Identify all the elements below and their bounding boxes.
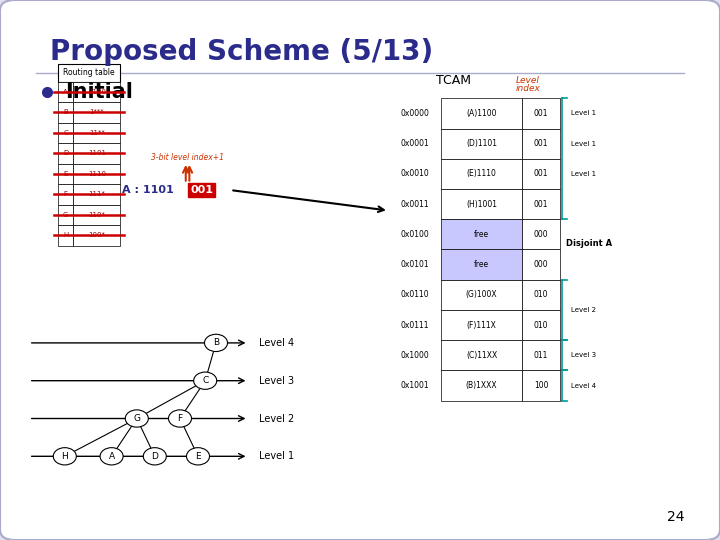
Text: A: A (63, 89, 68, 95)
Text: 111*: 111* (89, 191, 105, 198)
Bar (522, 370, 560, 401)
Text: Initial: Initial (65, 82, 132, 102)
Text: F: F (177, 414, 183, 423)
Circle shape (186, 448, 210, 465)
Text: (F)111X: (F)111X (467, 321, 497, 329)
Text: (E)1110: (E)1110 (467, 170, 497, 178)
Text: 001: 001 (534, 109, 549, 118)
Text: Routing table: Routing table (63, 69, 114, 77)
Text: Level: Level (516, 76, 540, 85)
Bar (522, 189, 560, 219)
Text: (D)1101: (D)1101 (466, 139, 498, 148)
Bar (73, 102, 120, 123)
Text: G: G (63, 212, 68, 218)
Text: (C)11XX: (C)11XX (466, 351, 498, 360)
Text: Level 1: Level 1 (571, 140, 596, 147)
Text: free: free (474, 260, 490, 269)
Text: 010: 010 (534, 321, 549, 329)
Text: 011: 011 (534, 351, 548, 360)
Text: Level 1: Level 1 (571, 110, 596, 117)
Bar (522, 98, 560, 129)
Bar (441, 219, 522, 249)
Text: E: E (63, 171, 68, 177)
Circle shape (53, 448, 76, 465)
Bar (73, 225, 120, 246)
Text: Level 2: Level 2 (571, 307, 596, 313)
Bar (441, 159, 522, 189)
Bar (441, 189, 522, 219)
Text: C: C (63, 130, 68, 136)
Circle shape (194, 372, 217, 389)
Text: D: D (151, 452, 158, 461)
Text: 000: 000 (534, 230, 549, 239)
Text: (B)1XXX: (B)1XXX (466, 381, 498, 390)
Text: Level 4: Level 4 (571, 382, 596, 389)
Bar (58, 164, 73, 184)
Bar (58, 123, 73, 143)
Text: G: G (133, 414, 140, 423)
Bar (522, 159, 560, 189)
Bar (58, 143, 73, 164)
Bar (441, 129, 522, 159)
Bar (441, 249, 522, 280)
Bar (73, 82, 120, 102)
Text: H: H (61, 452, 68, 461)
Text: B: B (213, 339, 219, 347)
Bar (522, 280, 560, 310)
Text: 0x0100: 0x0100 (401, 230, 429, 239)
Text: 1100: 1100 (88, 89, 106, 95)
Text: free: free (474, 230, 490, 239)
Text: (H)1001: (H)1001 (466, 200, 498, 208)
Bar (73, 205, 120, 225)
Text: 1***: 1*** (89, 109, 104, 116)
Text: 100*: 100* (89, 232, 105, 239)
Circle shape (204, 334, 228, 352)
Text: 001: 001 (534, 139, 549, 148)
Text: 0x0011: 0x0011 (401, 200, 429, 208)
Text: C: C (202, 376, 208, 385)
Text: Disjoint A: Disjoint A (566, 239, 612, 248)
Bar (73, 164, 120, 184)
Text: Proposed Scheme (5/13): Proposed Scheme (5/13) (50, 38, 433, 66)
Bar (441, 340, 522, 370)
Text: A : 1101: A : 1101 (122, 185, 174, 195)
Bar (522, 340, 560, 370)
Bar (58, 184, 73, 205)
Text: 0x0101: 0x0101 (401, 260, 429, 269)
Text: 001: 001 (534, 200, 549, 208)
Text: H: H (63, 232, 68, 239)
Text: 0x0110: 0x0110 (401, 291, 429, 299)
Text: 0x1000: 0x1000 (401, 351, 429, 360)
Text: (G)100X: (G)100X (466, 291, 498, 299)
Circle shape (143, 448, 166, 465)
Text: 3-bit level index+1: 3-bit level index+1 (150, 153, 224, 162)
Text: 1110: 1110 (88, 171, 106, 177)
Bar (441, 280, 522, 310)
Bar (58, 102, 73, 123)
Text: 001: 001 (190, 185, 213, 195)
Text: 11**: 11** (89, 130, 104, 136)
Text: E: E (195, 452, 201, 461)
Bar (522, 219, 560, 249)
Circle shape (125, 410, 148, 427)
Text: 24: 24 (667, 510, 684, 524)
Bar (441, 98, 522, 129)
Bar (58, 64, 120, 82)
Text: 001: 001 (534, 170, 549, 178)
Text: 0x1001: 0x1001 (401, 381, 429, 390)
Text: Level 2: Level 2 (259, 414, 294, 423)
Text: Level 4: Level 4 (259, 338, 294, 348)
Bar (73, 123, 120, 143)
Text: 010: 010 (534, 291, 549, 299)
Circle shape (168, 410, 192, 427)
Text: A: A (109, 452, 114, 461)
Text: 000: 000 (534, 260, 549, 269)
Bar (522, 249, 560, 280)
Bar (58, 225, 73, 246)
Text: index: index (516, 84, 540, 93)
Text: 0x0010: 0x0010 (401, 170, 429, 178)
Text: 0x0000: 0x0000 (400, 109, 430, 118)
Bar (73, 184, 120, 205)
Text: (A)1100: (A)1100 (467, 109, 497, 118)
